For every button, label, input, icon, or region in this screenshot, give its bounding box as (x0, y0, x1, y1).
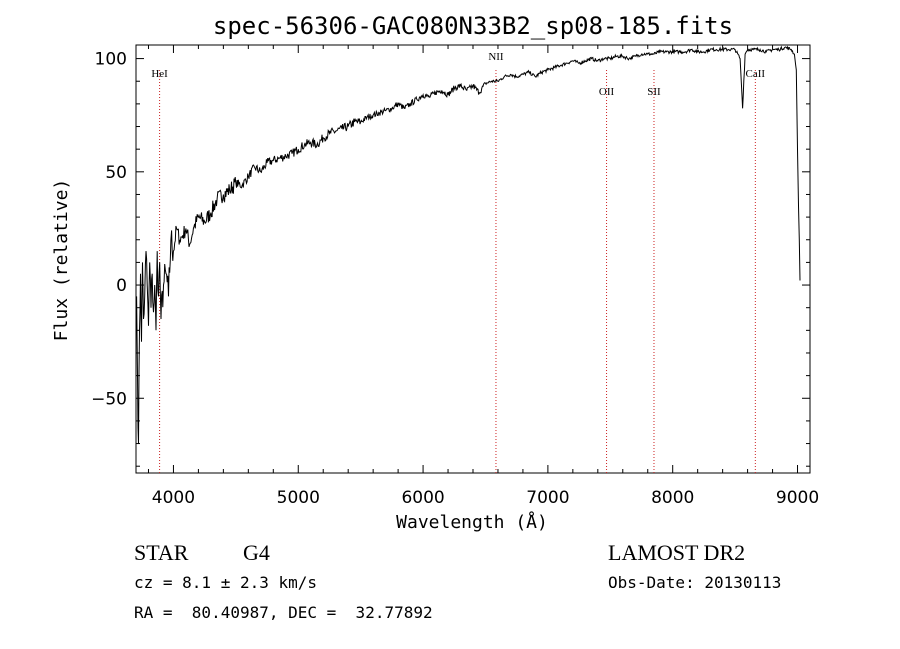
x-axis-label: Wavelength (Å) (396, 511, 548, 533)
y-tick-label: 100 (95, 50, 127, 70)
y-tick-label: −50 (91, 389, 127, 409)
x-tick-label: 7000 (526, 488, 569, 508)
marker-label-hei: HeI (151, 68, 168, 80)
axis-ticks: 4000 5000 6000 7000 8000 9000 −50 0 50 100 (91, 45, 819, 508)
coordinates: RA = 80.40987, DEC = 32.77892 (134, 603, 433, 622)
y-axis-label: Flux (relative) (51, 179, 72, 342)
marker-label-nii: NII (488, 51, 504, 63)
spectral-line-markers: HeI NII OII SII CaII (151, 51, 765, 473)
chart-title: spec-56306-GAC080N33B2_sp08-185.fits (213, 12, 733, 40)
observation-date: Obs-Date: 20130113 (608, 573, 782, 592)
y-tick-label: 50 (105, 163, 127, 183)
plot-frame (135, 44, 811, 474)
marker-label-oii: OII (599, 86, 615, 98)
object-subclass: G4 (243, 540, 270, 565)
x-tick-label: 6000 (401, 488, 444, 508)
x-tick-label: 8000 (651, 488, 694, 508)
y-tick-label: 0 (116, 276, 127, 296)
marker-label-caii: CaII (746, 68, 766, 80)
redshift-info: cz = 8.1 ± 2.3 km/s (134, 573, 318, 592)
x-tick-label: 9000 (776, 488, 819, 508)
object-class: STAR (134, 540, 189, 565)
x-tick-label: 5000 (277, 488, 320, 508)
marker-label-sii: SII (647, 86, 661, 98)
survey-name: LAMOST DR2 (608, 540, 746, 565)
spectrum-series-line (136, 45, 801, 444)
x-tick-label: 4000 (152, 488, 195, 508)
